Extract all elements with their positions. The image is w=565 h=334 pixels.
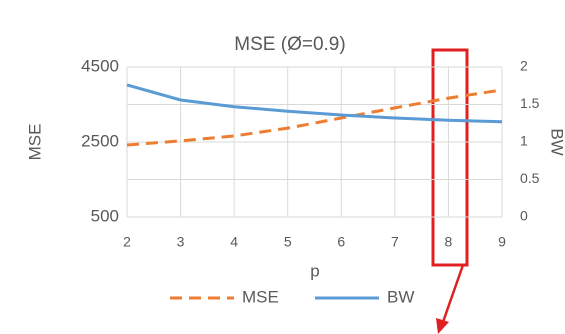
line-series xyxy=(126,83,503,124)
arrow-head xyxy=(436,318,449,334)
y2-tick-label: 1.5 xyxy=(520,95,540,111)
x-tick-label: 6 xyxy=(337,234,345,250)
highlight-box xyxy=(431,48,469,267)
legend-label: BW xyxy=(387,287,414,306)
y2-tick-label: 2 xyxy=(520,58,528,74)
y2-tick-label: 0 xyxy=(520,208,528,224)
y-tick-label: 4500 xyxy=(81,56,119,75)
x-tick-label: 7 xyxy=(391,234,399,250)
x-tick-label: 3 xyxy=(177,234,185,250)
x-axis-label: p xyxy=(310,261,319,280)
y-tick-label: 500 xyxy=(91,206,119,225)
y2-tick-label: 0.5 xyxy=(520,170,540,186)
x-tick-label: 5 xyxy=(284,234,292,250)
y-tick-label: 2500 xyxy=(81,131,119,150)
y2-axis-label: BW xyxy=(548,128,565,155)
arrow-shaft xyxy=(441,264,465,323)
x-tick-label: 2 xyxy=(123,234,131,250)
y2-tick-label: 1 xyxy=(520,133,528,149)
y-axis-label: MSE xyxy=(25,124,44,161)
x-tick-label: 8 xyxy=(445,234,453,250)
x-tick-label: 9 xyxy=(498,234,506,250)
line-series xyxy=(126,88,503,147)
legend-label: MSE xyxy=(242,287,279,306)
x-tick-label: 4 xyxy=(230,234,238,250)
chart-title: MSE (Ø=0.9) xyxy=(234,34,345,55)
